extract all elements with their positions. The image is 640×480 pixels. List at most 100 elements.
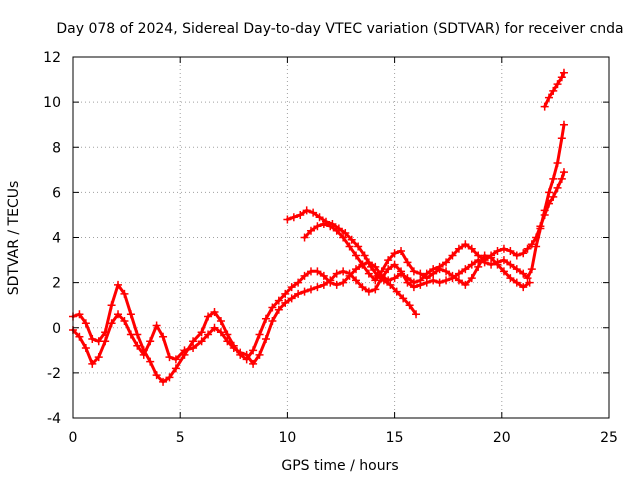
data-point <box>384 265 393 274</box>
data-point <box>429 269 438 278</box>
data-point <box>557 134 566 143</box>
data-point <box>559 168 568 177</box>
data-point <box>527 265 536 274</box>
data-point <box>454 244 463 253</box>
data-point <box>360 251 369 260</box>
data-point <box>81 344 90 353</box>
series-layer <box>69 68 568 386</box>
data-point <box>197 328 206 337</box>
data-point <box>126 330 135 339</box>
data-point <box>274 296 283 305</box>
data-point <box>326 222 335 231</box>
data-point <box>487 253 496 262</box>
data-point <box>448 251 457 260</box>
data-point <box>289 213 298 222</box>
data-point <box>352 276 361 285</box>
data-point <box>120 316 129 325</box>
data-point <box>405 301 414 310</box>
data-point <box>216 328 225 337</box>
data-point <box>557 174 566 183</box>
data-point <box>409 267 418 276</box>
data-point <box>429 276 438 285</box>
data-point <box>499 267 508 276</box>
data-point <box>223 337 232 346</box>
tick-layer: 0 5 10 15 20 25 -4 -2 0 2 4 6 8 10 12 <box>43 50 618 446</box>
data-point <box>345 269 354 278</box>
data-point <box>268 316 277 325</box>
data-point <box>506 260 515 269</box>
data-point <box>152 371 161 380</box>
series-trace-b <box>69 120 568 368</box>
data-point <box>159 332 168 341</box>
y-tick-label: 10 <box>43 95 61 111</box>
data-point <box>281 298 290 307</box>
data-point <box>480 251 489 260</box>
data-point <box>352 265 361 274</box>
data-point <box>268 303 277 312</box>
data-point <box>454 269 463 278</box>
x-tick-label: 15 <box>386 430 404 446</box>
y-tick-label: 4 <box>52 231 61 247</box>
data-point <box>223 330 232 339</box>
data-point <box>384 256 393 265</box>
data-point <box>512 251 521 260</box>
data-point <box>306 226 315 235</box>
data-point <box>306 285 315 294</box>
data-point <box>377 267 386 276</box>
data-point <box>386 280 395 289</box>
x-tick-label: 20 <box>493 430 511 446</box>
data-point <box>467 260 476 269</box>
x-tick-label: 5 <box>176 430 185 446</box>
data-point <box>435 278 444 287</box>
data-point <box>347 235 356 244</box>
data-point <box>352 251 361 260</box>
data-point <box>165 353 174 362</box>
series-line <box>71 123 566 366</box>
data-point <box>390 249 399 258</box>
data-point <box>296 210 305 219</box>
data-point <box>152 321 161 330</box>
data-point <box>416 280 425 289</box>
series-line <box>285 208 418 316</box>
data-point <box>506 274 515 283</box>
data-point <box>319 219 328 228</box>
data-point <box>236 348 245 357</box>
data-point <box>261 335 270 344</box>
data-point <box>300 233 309 242</box>
data-point <box>553 80 562 89</box>
y-tick-label: 0 <box>52 321 61 337</box>
data-point <box>300 287 309 296</box>
data-point <box>390 260 399 269</box>
data-point <box>294 289 303 298</box>
data-point <box>126 310 135 319</box>
data-point <box>81 319 90 328</box>
data-point <box>139 350 148 359</box>
data-point <box>319 271 328 280</box>
data-point <box>216 316 225 325</box>
data-point <box>94 353 103 362</box>
data-point <box>309 208 318 217</box>
y-tick-label: 2 <box>52 276 61 292</box>
data-point <box>300 271 309 280</box>
data-point <box>146 337 155 346</box>
data-point <box>197 337 206 346</box>
data-point <box>549 174 558 183</box>
data-point <box>532 242 541 251</box>
data-point <box>540 102 549 111</box>
chart-title: Day 078 of 2024, Sidereal Day-to-day VTE… <box>56 21 623 37</box>
data-point <box>332 269 341 278</box>
data-point <box>249 359 258 368</box>
x-tick-label: 0 <box>69 430 78 446</box>
data-point <box>107 301 116 310</box>
y-tick-label: 12 <box>43 50 61 66</box>
data-point <box>133 341 142 350</box>
data-point <box>101 337 110 346</box>
data-point <box>379 276 388 285</box>
data-point <box>448 271 457 280</box>
data-point <box>281 289 290 298</box>
data-point <box>403 258 412 267</box>
data-point <box>283 215 292 224</box>
data-point <box>114 280 123 289</box>
data-point <box>454 276 463 285</box>
data-point <box>210 307 219 316</box>
